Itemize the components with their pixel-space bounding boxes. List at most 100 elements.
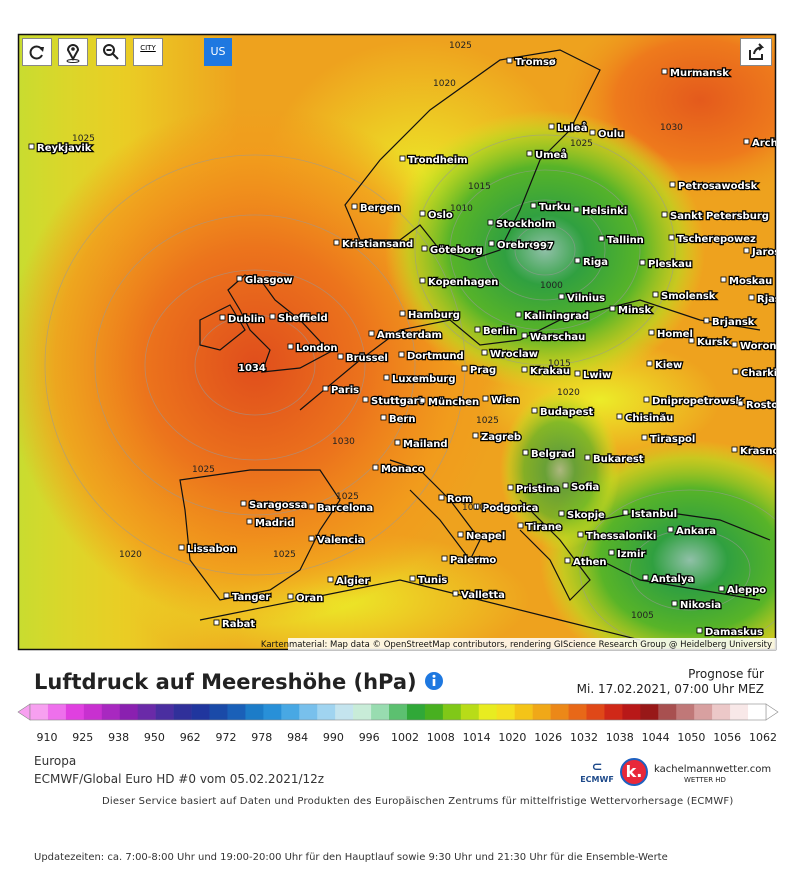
city-dot (419, 397, 426, 404)
colorbar-tick-label: 1008 (427, 731, 455, 744)
city-label: Skopje (567, 510, 605, 521)
city-dot (661, 68, 668, 75)
isobar-label: 1015 (548, 359, 571, 369)
city-label: Tscherepowez (677, 234, 756, 245)
colorbar-cell (730, 704, 749, 720)
city-dot (333, 239, 340, 246)
city-dot (608, 549, 615, 556)
city-label: Sankt Petersburg (670, 211, 769, 222)
city-label: Tunis (418, 575, 447, 586)
city-dot (380, 414, 387, 421)
city-dot (461, 365, 468, 372)
colorbar-cell (532, 704, 551, 720)
isobar-label: 1015 (468, 182, 491, 192)
city-button[interactable]: CITY (133, 38, 163, 66)
city-dot (394, 439, 401, 446)
city-label: Sheffield (278, 313, 328, 324)
colorbar-tick-label: 1002 (391, 731, 419, 744)
city-dot (515, 311, 522, 318)
colorbar-cell (281, 704, 300, 720)
city-label: Athen (573, 557, 607, 568)
city-label: Hamburg (408, 310, 460, 321)
city-dot (223, 592, 230, 599)
colorbar-tick-label: 1038 (606, 731, 634, 744)
colorbar-cell (191, 704, 210, 720)
region: Europa (34, 754, 77, 768)
city-label: Bukarest (593, 454, 644, 465)
city-label: Izmir (617, 549, 645, 560)
colorbar-cell (622, 704, 641, 720)
city-label: Tromsø (515, 57, 556, 68)
city-dot (562, 482, 569, 489)
colorbar-cell (371, 704, 390, 720)
colorbar-tick-label: 1026 (534, 731, 562, 744)
city-dot (372, 464, 379, 471)
city-dot (362, 396, 369, 403)
reload-button[interactable] (22, 38, 52, 66)
city-label: Luleå (557, 121, 587, 134)
city-label: Bern (389, 414, 415, 425)
zoom-button[interactable] (96, 38, 126, 66)
city-dot (558, 293, 565, 300)
forecast-label: Prognose für (688, 667, 764, 681)
city-dot (530, 202, 537, 209)
city-label: Saragossa (249, 500, 307, 511)
city-label: Prag (470, 365, 496, 376)
units-button[interactable]: US (204, 38, 232, 66)
city-dot (696, 627, 703, 634)
city-dot (564, 557, 571, 564)
colorbar-tick-label: 910 (37, 731, 58, 744)
colorbar-cell (460, 704, 480, 720)
city-dot (748, 294, 755, 301)
city-label: Luxemburg (392, 374, 456, 385)
info-icon[interactable] (424, 671, 444, 691)
city-label: Dnipropetrowsk (652, 396, 743, 407)
brand: kachelmannwetter.com WETTER HD (654, 764, 771, 786)
city-label: Wien (491, 395, 519, 406)
title: Luftdruck auf Meereshöhe (hPa) (34, 670, 444, 694)
attribution: Kartenmaterial: Map data © OpenStreetMap… (261, 640, 772, 650)
city-label: Krasno (740, 446, 780, 457)
brand-logo: k. (620, 758, 648, 786)
city-label: Homel (657, 329, 693, 340)
isobar-label: 1025 (449, 41, 472, 51)
city-label: Neapel (466, 531, 505, 542)
city-label: Sofia (571, 482, 599, 493)
city-dot (522, 449, 529, 456)
city-dot (652, 291, 659, 298)
city-dot (609, 305, 616, 312)
city-label: Rjas (757, 294, 781, 305)
colorbar-tick-label: 1044 (642, 731, 670, 744)
colorbar-cell (658, 704, 677, 720)
city-label: Budapest (540, 407, 594, 418)
city-dot (688, 337, 695, 344)
share-button[interactable] (740, 38, 772, 66)
location-button[interactable] (58, 38, 88, 66)
colorbar-tick-label: 972 (216, 731, 237, 744)
city-dot (178, 544, 185, 551)
city-label: Pristina (516, 484, 560, 495)
city-dot (506, 57, 513, 64)
forecast-date: Mi. 17.02.2021, 07:00 Uhr MEZ (576, 682, 764, 696)
city-label: Zagreb (481, 432, 521, 443)
city-label: Oslo (428, 210, 453, 221)
city-label: Palermo (450, 555, 496, 566)
city-label: Kiew (655, 360, 682, 371)
city-dot (517, 522, 524, 529)
colorbar-cell (604, 704, 623, 720)
colorbar-cell (65, 704, 85, 720)
city-label: Orebro (497, 240, 536, 251)
city-label: Jaros (751, 247, 780, 258)
service: Dieser Service basiert auf Daten und Pro… (102, 796, 734, 807)
city-dot (589, 129, 596, 136)
city-label: Paris (331, 385, 359, 396)
colorbar-cell (389, 704, 408, 720)
colorbar-cell (748, 704, 767, 720)
city-dot (732, 368, 739, 375)
city-dot (368, 330, 375, 337)
city-label: Oulu (598, 129, 624, 140)
city-dot (383, 374, 390, 381)
colorbar-tick-label: 950 (144, 731, 165, 744)
colorbar-tick-label: 984 (287, 731, 308, 744)
